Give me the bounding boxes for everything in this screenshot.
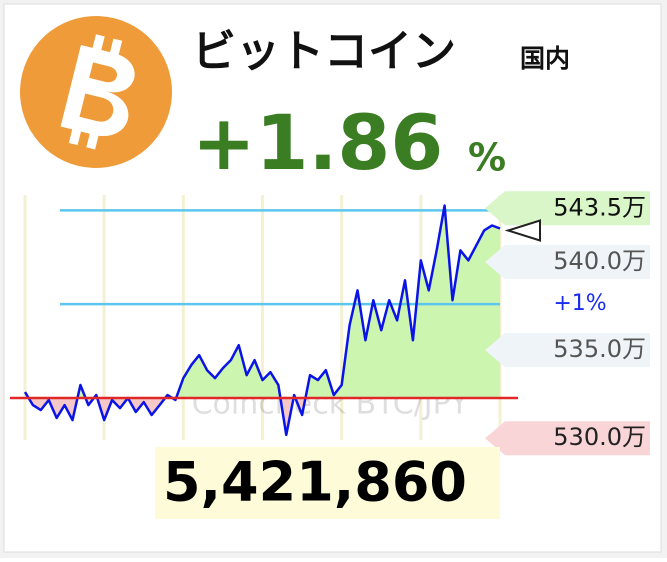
plot: Coincheck BTC/JPY+1%530.0万535.0万540.0万54…: [10, 191, 650, 456]
price-marker: 543.5万: [553, 193, 646, 221]
title: ビットコイン: [192, 26, 456, 77]
change-unit: %: [468, 136, 506, 180]
y-tick-label-bg: [485, 333, 650, 368]
bitcoin-logo: [20, 16, 172, 168]
change: +1.86: [192, 98, 443, 187]
logo-stroke: [86, 131, 99, 150]
y-tick-label: 540.0万: [553, 247, 646, 275]
logo-b: [60, 44, 135, 136]
y-tick-label-bg: [485, 421, 650, 456]
price: 5,421,860: [163, 451, 467, 514]
logo-stroke: [109, 38, 123, 57]
logo-stroke: [68, 127, 82, 146]
price-line: [23, 204, 501, 437]
logo-stroke: [92, 34, 105, 52]
price-marker-bg: [485, 191, 650, 226]
y-tick-label: 535.0万: [553, 335, 646, 363]
current-pointer: [504, 219, 541, 242]
region: 国内: [520, 44, 570, 73]
y-tick-label: 530.0万: [553, 423, 646, 451]
area-down: [25, 398, 500, 435]
percent-label: +1%: [553, 291, 606, 316]
area-up: [25, 205, 500, 399]
price-box: [155, 447, 500, 519]
y-tick-label-bg: [485, 244, 650, 279]
